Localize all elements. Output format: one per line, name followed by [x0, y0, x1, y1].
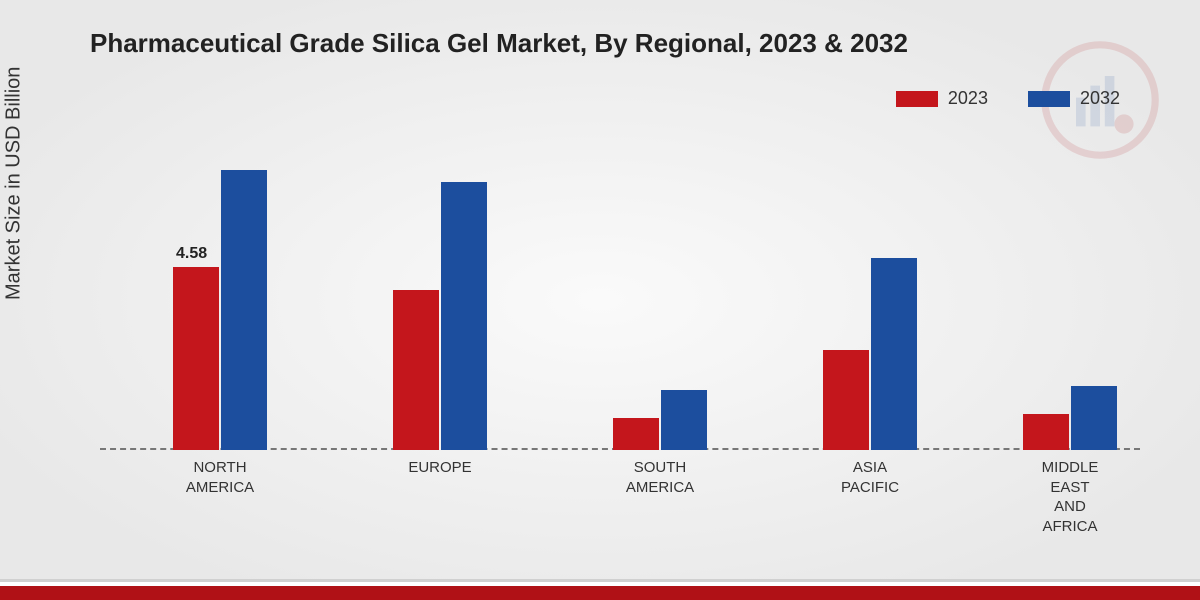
bar: [393, 290, 439, 450]
legend-swatch-2023: [896, 91, 938, 107]
legend-item-2032: 2032: [1028, 88, 1120, 109]
legend: 2023 2032: [896, 88, 1120, 109]
bar-group: [1023, 386, 1117, 450]
bar: [1023, 414, 1069, 450]
x-label: EUROPE: [408, 458, 471, 478]
plot-area: 4.58: [100, 130, 1140, 450]
bar: [823, 350, 869, 450]
chart-title: Pharmaceutical Grade Silica Gel Market, …: [90, 28, 908, 59]
data-label: 4.58: [176, 245, 207, 263]
legend-label-2032: 2032: [1080, 88, 1120, 109]
footer-bar: [0, 586, 1200, 600]
bar-group: [823, 258, 917, 450]
bar: [661, 390, 707, 450]
y-axis-label: Market Size in USD Billion: [3, 67, 26, 300]
bar-group: [613, 390, 707, 450]
x-label: NORTH AMERICA: [186, 458, 254, 497]
bar: [221, 170, 267, 450]
bar: [173, 267, 219, 450]
bar-group: [393, 182, 487, 450]
bar: [1071, 386, 1117, 450]
legend-swatch-2032: [1028, 91, 1070, 107]
legend-label-2023: 2023: [948, 88, 988, 109]
bar-group: [173, 170, 267, 450]
bar: [613, 418, 659, 450]
x-label: ASIA PACIFIC: [841, 458, 899, 497]
x-label: SOUTH AMERICA: [626, 458, 694, 497]
legend-item-2023: 2023: [896, 88, 988, 109]
x-label: MIDDLE EAST AND AFRICA: [1042, 458, 1099, 536]
bar: [871, 258, 917, 450]
bar: [441, 182, 487, 450]
